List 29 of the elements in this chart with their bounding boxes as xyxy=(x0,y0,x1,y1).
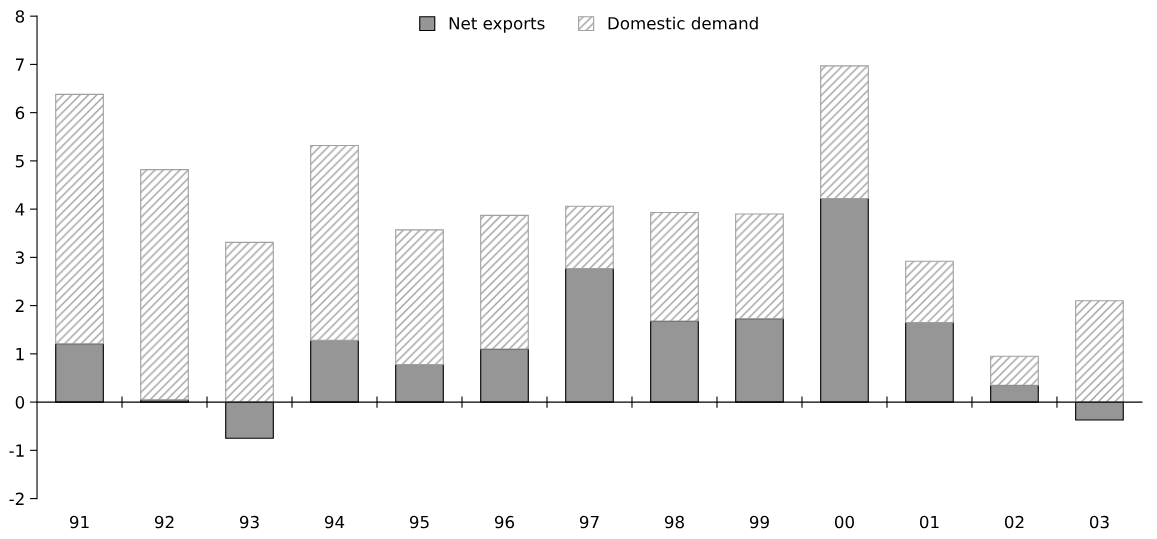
x-tick-label: 03 xyxy=(1089,515,1109,529)
y-tick-label: 1 xyxy=(16,348,24,361)
x-tick-label: 00 xyxy=(834,515,854,529)
y-tick-label: 4 xyxy=(15,203,25,216)
bar xyxy=(140,169,189,401)
x-tick-label: 95 xyxy=(409,515,429,529)
legend-label: Net exports xyxy=(449,17,545,33)
x-tick-label: 02 xyxy=(1004,515,1024,529)
y-tick-label: 7 xyxy=(15,58,24,71)
y-tick-label: 6 xyxy=(15,106,25,120)
bar xyxy=(1075,300,1124,403)
x-tick-label: 97 xyxy=(579,515,599,529)
x-tick-label: 98 xyxy=(664,515,684,529)
y-tick-label: 0 xyxy=(15,396,25,409)
y-tick-label: 8 xyxy=(15,10,25,23)
legend-label: Domestic demand xyxy=(608,16,758,30)
x-tick-label: 91 xyxy=(69,515,89,529)
y-tick-label: 2 xyxy=(15,299,24,312)
bar xyxy=(225,241,274,403)
x-tick-label: 94 xyxy=(324,515,345,529)
y-tick-label: -1 xyxy=(9,444,24,457)
x-tick-label: 96 xyxy=(494,515,515,529)
x-tick-label: 01 xyxy=(919,515,939,529)
y-tick-label: 5 xyxy=(15,155,24,168)
x-tick-label: 99 xyxy=(749,515,769,529)
x-tick-label: 93 xyxy=(239,515,259,529)
y-tick-label: 3 xyxy=(15,251,24,264)
x-tick-label: 92 xyxy=(154,515,174,529)
y-tick-label: -2 xyxy=(9,492,24,505)
